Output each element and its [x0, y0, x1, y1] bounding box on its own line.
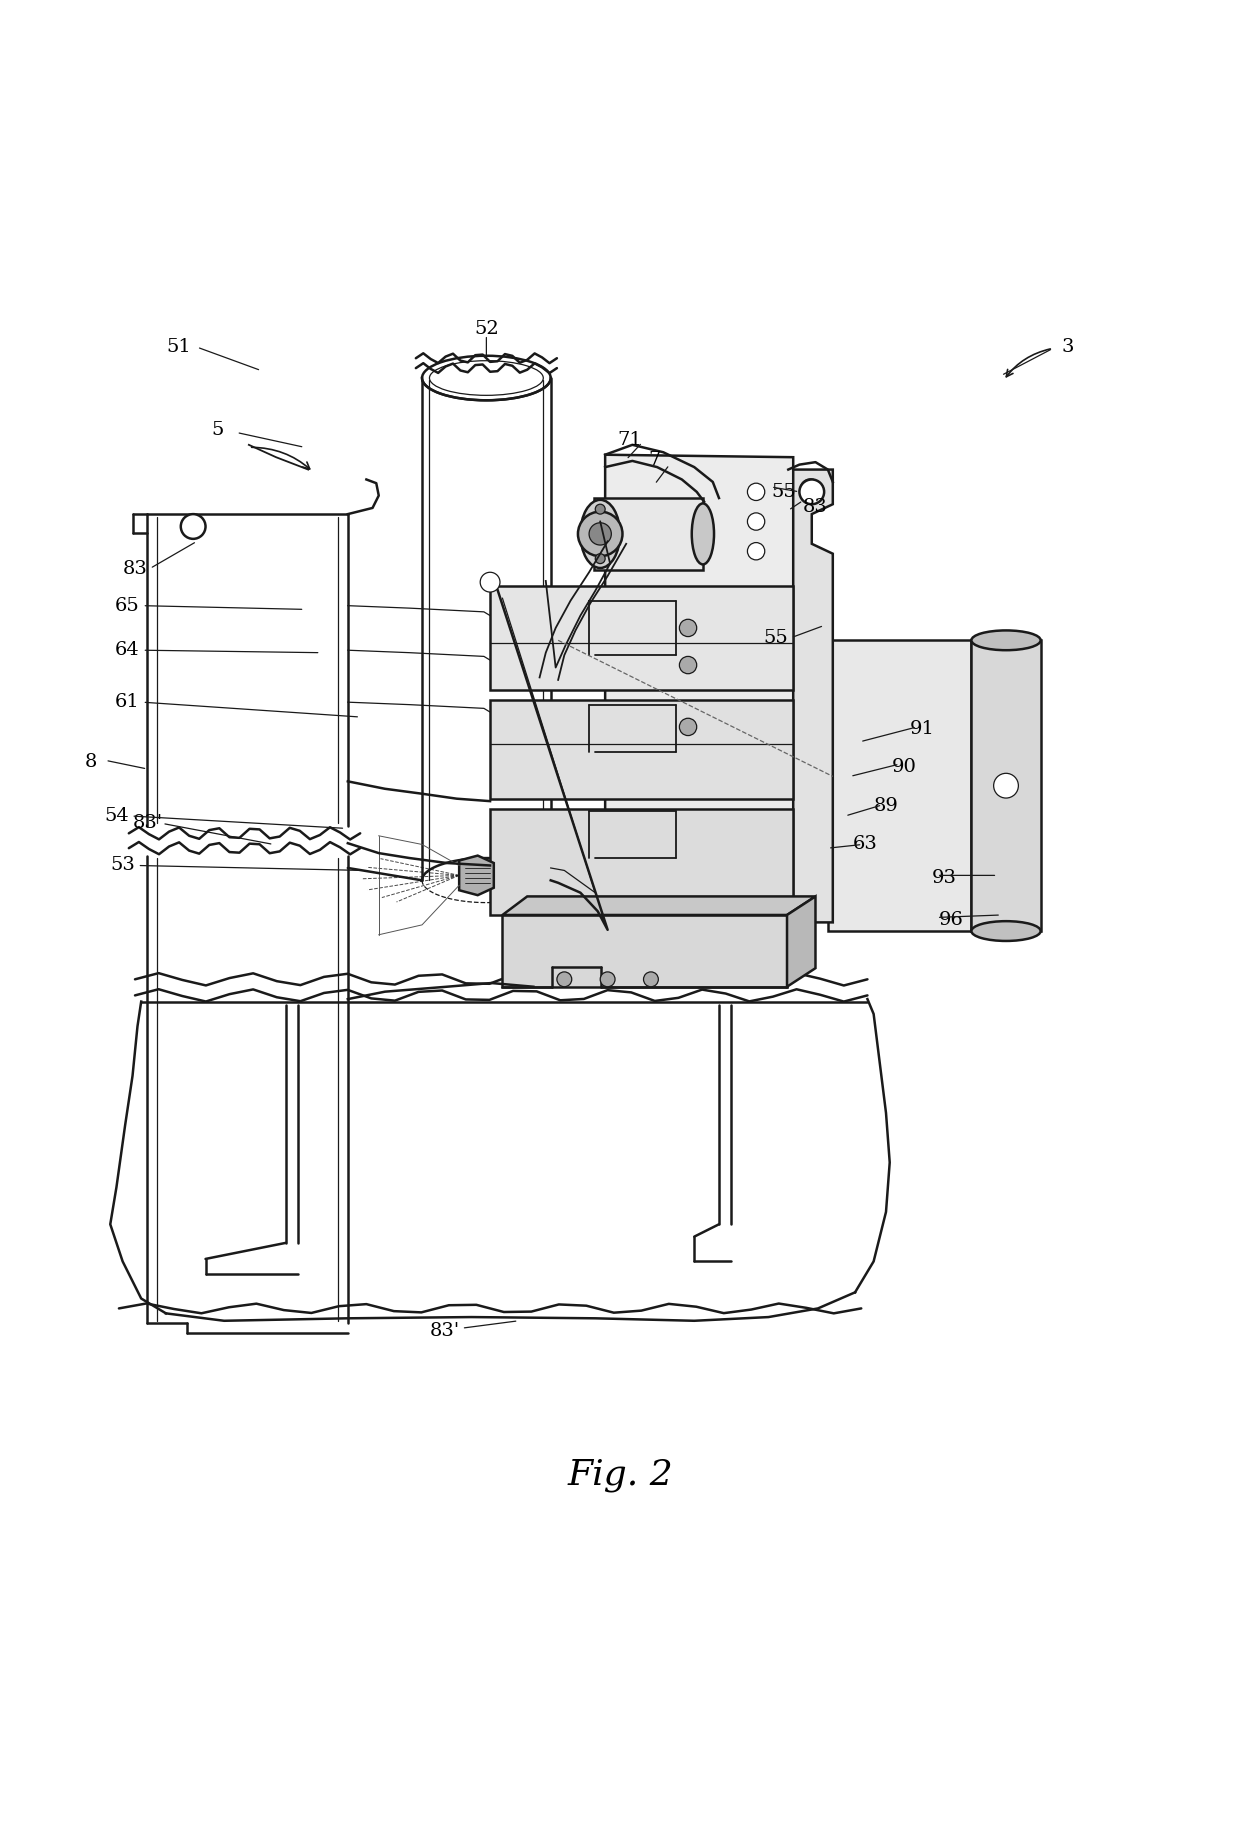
Circle shape: [595, 553, 605, 564]
Polygon shape: [502, 896, 816, 914]
Text: 83': 83': [133, 814, 162, 832]
Text: 93: 93: [931, 869, 956, 887]
Text: 89: 89: [873, 798, 899, 816]
Text: 83: 83: [804, 498, 828, 516]
Text: 54: 54: [104, 807, 129, 825]
Circle shape: [644, 973, 658, 987]
Circle shape: [589, 522, 611, 546]
Polygon shape: [789, 469, 833, 922]
Text: 96: 96: [939, 911, 963, 929]
Circle shape: [748, 484, 765, 500]
Ellipse shape: [692, 504, 714, 564]
Text: 83: 83: [123, 560, 148, 577]
Circle shape: [557, 973, 572, 987]
Polygon shape: [490, 808, 794, 914]
Ellipse shape: [971, 922, 1040, 942]
Circle shape: [680, 657, 697, 673]
Text: 52: 52: [474, 319, 498, 338]
Ellipse shape: [971, 630, 1040, 650]
Text: 3: 3: [1061, 338, 1074, 356]
Ellipse shape: [422, 356, 551, 400]
Circle shape: [480, 573, 500, 591]
Circle shape: [578, 511, 622, 557]
Polygon shape: [787, 896, 816, 987]
Text: 8: 8: [84, 752, 97, 770]
Text: 7: 7: [649, 451, 661, 469]
Polygon shape: [490, 699, 794, 799]
Polygon shape: [594, 498, 703, 569]
Ellipse shape: [429, 361, 543, 396]
Polygon shape: [502, 914, 787, 987]
Polygon shape: [605, 454, 794, 922]
Polygon shape: [490, 586, 794, 690]
Text: 53: 53: [110, 856, 135, 874]
Circle shape: [800, 480, 825, 504]
Ellipse shape: [580, 500, 620, 568]
Text: 61: 61: [115, 694, 140, 712]
Circle shape: [600, 973, 615, 987]
Text: 65: 65: [115, 597, 140, 615]
Text: 91: 91: [909, 721, 934, 739]
Text: 63: 63: [853, 836, 878, 854]
Circle shape: [748, 542, 765, 560]
Circle shape: [748, 513, 765, 531]
Text: 83': 83': [429, 1321, 459, 1340]
Text: 5: 5: [212, 422, 224, 440]
Polygon shape: [828, 641, 971, 931]
Text: 64: 64: [115, 641, 140, 659]
Text: 90: 90: [892, 757, 918, 776]
Text: 71: 71: [618, 431, 642, 449]
Circle shape: [181, 515, 206, 538]
Circle shape: [993, 774, 1018, 798]
Text: 55: 55: [771, 484, 796, 500]
Circle shape: [595, 504, 605, 515]
Circle shape: [801, 480, 821, 500]
Text: Fig. 2: Fig. 2: [567, 1458, 673, 1493]
Polygon shape: [459, 856, 494, 896]
Circle shape: [680, 719, 697, 735]
Polygon shape: [971, 641, 1040, 931]
Circle shape: [680, 619, 697, 637]
Text: 55: 55: [764, 630, 789, 646]
Text: 51: 51: [166, 338, 191, 356]
